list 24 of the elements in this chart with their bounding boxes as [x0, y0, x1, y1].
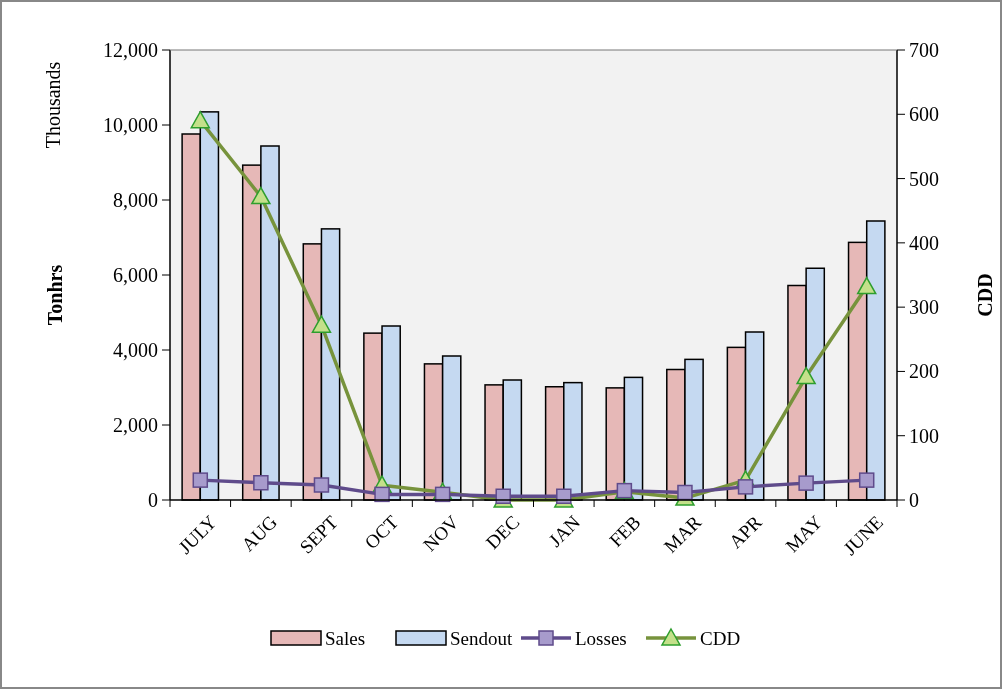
y2-tick-label: 600 — [909, 103, 939, 126]
y-tick-label: 6,000 — [113, 264, 158, 286]
x-tick-label: FEB — [605, 511, 645, 551]
x-tick-label: APR — [724, 511, 766, 553]
y2-tick-label: 0 — [909, 489, 919, 511]
legend-label: Losses — [575, 627, 627, 649]
y-tick-label: 0 — [148, 489, 158, 511]
y2-tick-label: 700 — [909, 39, 939, 61]
y2-tick-label: 200 — [909, 360, 939, 383]
legend-label: CDD — [700, 627, 741, 649]
y-tick-label: 2,000 — [113, 414, 158, 436]
y2-tick-label: 400 — [909, 231, 939, 254]
y-tick-label: 12,000 — [103, 39, 158, 61]
y2-tick-label: 500 — [909, 167, 939, 190]
text: Thousands — [42, 61, 64, 149]
y2-axis-title: CDD — [974, 273, 996, 317]
y2-tick-label: 300 — [909, 296, 939, 319]
y-tick-label: 4,000 — [113, 339, 158, 361]
y-tick-label: 10,000 — [103, 114, 158, 136]
legend-label: Sales — [325, 627, 366, 649]
y2-tick-label: 100 — [909, 424, 939, 447]
legend-label: Sendout — [450, 627, 513, 649]
y-tick-label: 8,000 — [113, 189, 158, 211]
y-axis-title: Tonhrs — [44, 264, 66, 326]
